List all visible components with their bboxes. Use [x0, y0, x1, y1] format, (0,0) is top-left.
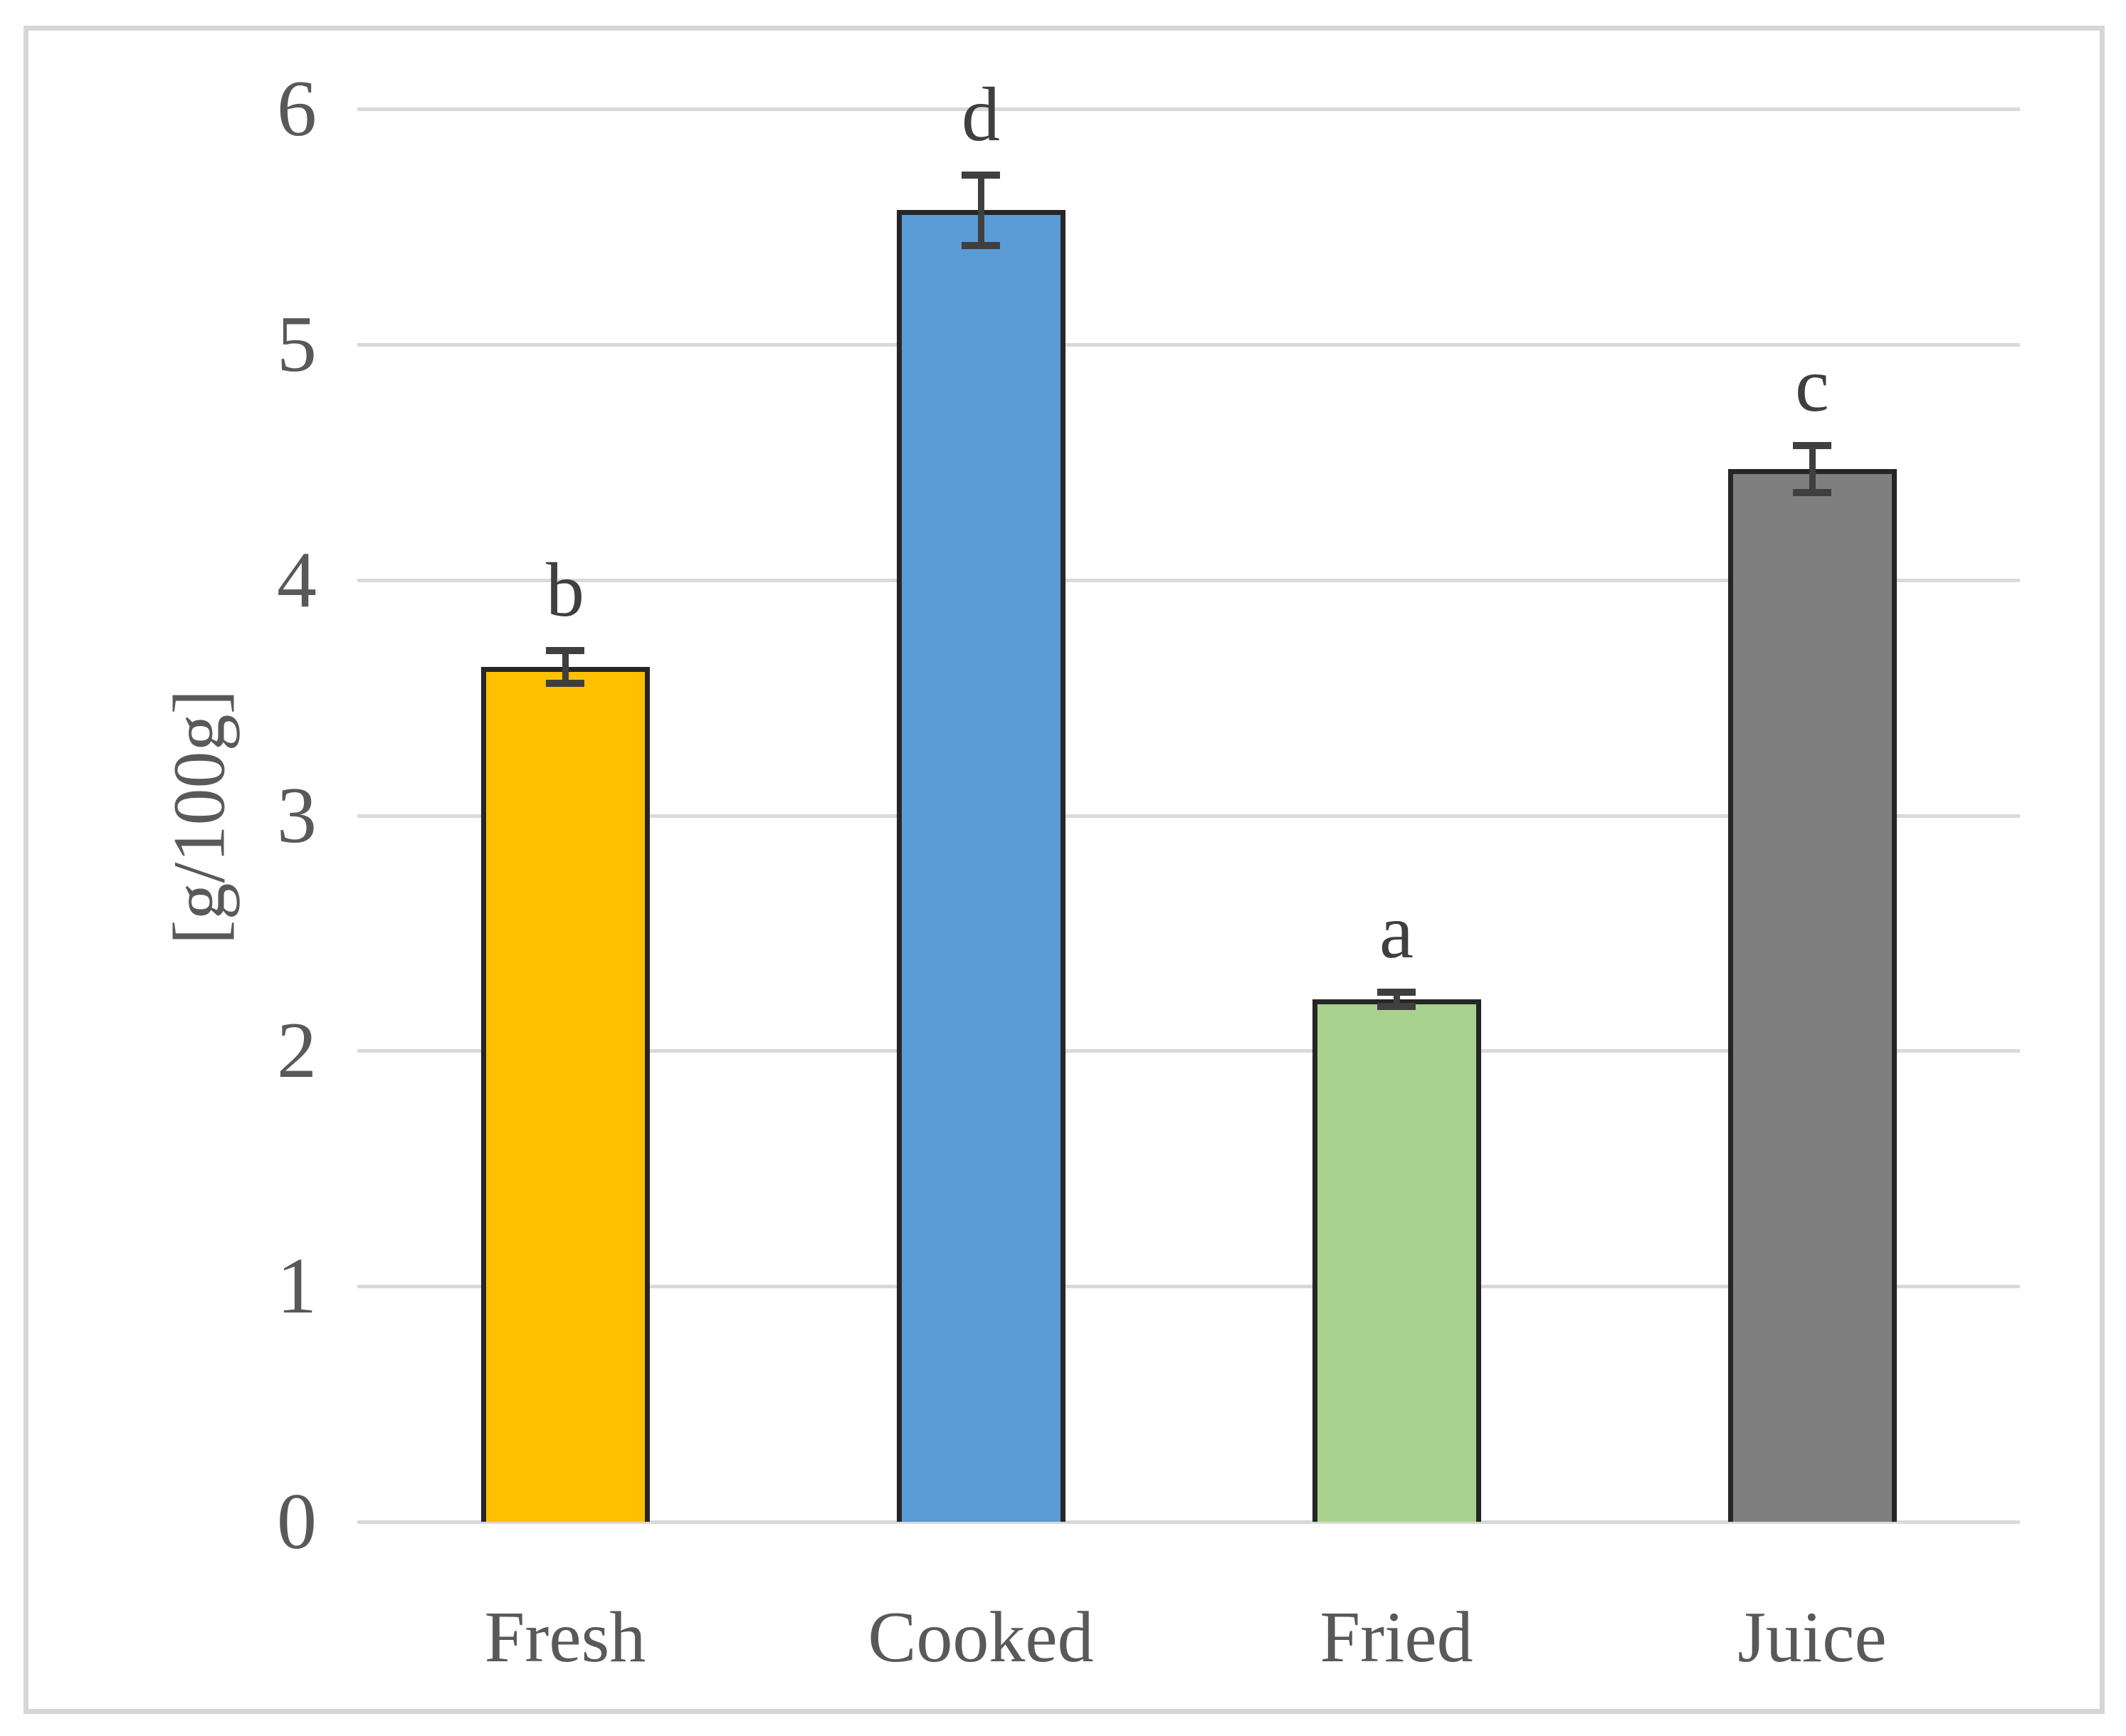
bar-fresh: [480, 667, 650, 1522]
x-category-label: Cooked: [868, 1597, 1094, 1678]
error-bar-cap-bottom: [546, 680, 584, 688]
gridline: [357, 107, 2020, 112]
error-bar-cap-top: [1793, 442, 1831, 450]
significance-letter: c: [1795, 343, 1829, 428]
y-tick-label: 4: [277, 535, 317, 624]
significance-letter: a: [1379, 889, 1414, 974]
y-tick-label: 0: [277, 1478, 317, 1566]
y-tick-label: 6: [277, 65, 317, 154]
error-bar-cap-top: [1377, 988, 1416, 996]
gridline: [357, 1285, 2020, 1289]
bar-cooked: [896, 210, 1065, 1522]
y-tick-label: 2: [277, 1006, 317, 1095]
y-axis-title: [g/100g]: [158, 689, 241, 945]
gridline: [357, 1520, 2020, 1524]
y-tick-label: 3: [277, 771, 317, 860]
error-bar-cap-bottom: [962, 242, 1000, 250]
bar-juice: [1727, 469, 1897, 1522]
bar-fried: [1312, 999, 1481, 1522]
error-bar-line: [977, 174, 984, 246]
error-bar-line: [1809, 446, 1816, 493]
significance-letter: b: [546, 548, 584, 633]
error-bar-cap-bottom: [1793, 489, 1831, 497]
gridline: [357, 814, 2020, 818]
error-bar-cap-top: [546, 647, 584, 655]
significance-letter: d: [962, 72, 1000, 157]
error-bar-cap-bottom: [1377, 1002, 1416, 1010]
error-bar-cap-top: [962, 171, 1000, 179]
y-tick-label: 5: [277, 300, 317, 389]
gridline: [357, 343, 2020, 347]
x-category-label: Juice: [1737, 1597, 1887, 1678]
x-category-label: Fried: [1320, 1597, 1473, 1678]
x-category-label: Fresh: [484, 1597, 646, 1678]
gridline: [357, 1049, 2020, 1053]
y-tick-label: 1: [277, 1242, 317, 1331]
error-bar-line: [562, 651, 569, 684]
error-bar-line: [1393, 991, 1400, 1006]
gridline: [357, 578, 2020, 582]
